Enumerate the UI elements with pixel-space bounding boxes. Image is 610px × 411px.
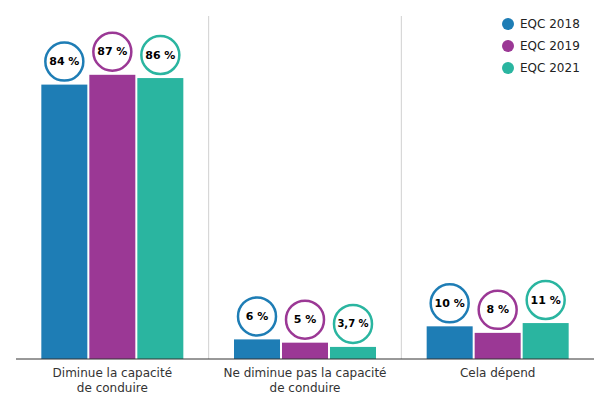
label-circle (238, 297, 276, 335)
bars (41, 75, 568, 359)
x-tick-label: Diminue la capacitéde conduire (53, 366, 172, 395)
x-tick-label: Ne diminue pas la capacitéde conduire (223, 366, 386, 395)
data-label: 8 % (486, 303, 509, 316)
label-circle (431, 284, 469, 322)
label-circle (527, 281, 565, 319)
bar (137, 78, 183, 359)
data-labels: 84 % 6 % 10 % 87 % 5 % 8 % 86 % 3,7 % 11 % (45, 33, 564, 343)
legend-marker (502, 40, 514, 52)
x-tick-label: Cela dépend (460, 366, 536, 380)
label-circle (479, 291, 517, 329)
data-label: 86 % (145, 49, 175, 62)
legend-marker (502, 18, 514, 30)
x-axis-line (16, 359, 594, 360)
bar (330, 347, 376, 359)
data-label: 10 % (435, 297, 465, 310)
data-label: 84 % (49, 55, 79, 68)
data-label: 6 % (246, 310, 269, 323)
bar (475, 333, 521, 359)
data-label: 3,7 % (337, 318, 368, 329)
chart: 84 % 6 % 10 % 87 % 5 % 8 % 86 % 3,7 % 11 % Diminu… (0, 0, 610, 411)
bar (282, 343, 328, 359)
legend-label: EQC 2018 (520, 17, 580, 31)
label-circle (141, 36, 179, 74)
bar (41, 85, 87, 359)
bar (427, 326, 473, 359)
legend-label: EQC 2019 (520, 39, 580, 53)
data-label: 11 % (531, 294, 561, 307)
label-circle (93, 33, 131, 71)
legend-marker (502, 62, 514, 74)
group-separator (208, 16, 209, 359)
label-circle (286, 301, 324, 339)
legend: EQC 2018 EQC 2019 EQC 2021 (502, 17, 580, 75)
data-label: 5 % (294, 313, 317, 326)
legend-label: EQC 2021 (520, 61, 580, 75)
bar (89, 75, 135, 359)
data-label: 87 % (97, 45, 127, 58)
bar (523, 323, 569, 359)
label-circle (334, 305, 372, 343)
bar (234, 339, 280, 359)
group-separator (401, 16, 402, 359)
label-circle (45, 43, 83, 81)
